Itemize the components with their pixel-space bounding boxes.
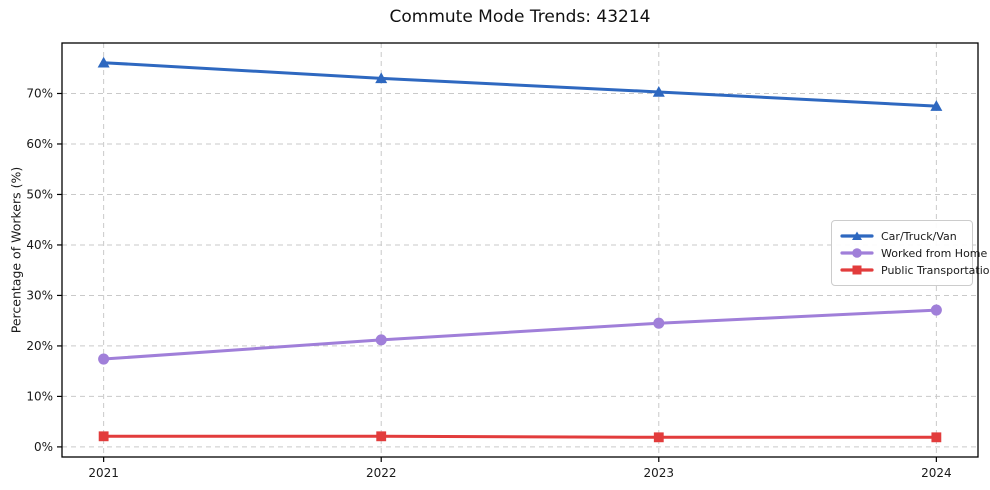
y-tick-label: 10% — [26, 389, 53, 403]
legend-marker-circle — [840, 248, 874, 258]
legend-item-public-transportation: Public Transportation — [840, 262, 990, 278]
x-tick-label: 2023 — [644, 466, 675, 480]
legend-label: Public Transportation — [881, 263, 990, 277]
data-point-marker — [375, 72, 388, 84]
series-line-public-transportation — [102, 434, 938, 439]
data-point-marker — [931, 432, 942, 443]
y-tick-label: 40% — [26, 238, 53, 252]
series-line-worked-from-home — [102, 308, 938, 361]
data-point-marker — [97, 56, 110, 68]
y-tick-label: 20% — [26, 339, 53, 353]
legend-label: Worked from Home — [881, 246, 988, 260]
x-tick-label: 2022 — [366, 466, 397, 480]
y-tick-label: 60% — [26, 137, 53, 151]
data-point-marker — [98, 431, 109, 442]
x-tick-label: 2021 — [88, 466, 119, 480]
data-point-marker — [930, 304, 942, 316]
plot-border — [61, 42, 979, 458]
legend-label: Car/Truck/Van — [881, 229, 957, 243]
legend-marker-square — [840, 265, 874, 275]
legend-marker-triangle — [840, 231, 874, 240]
data-point-marker — [653, 432, 664, 443]
y-tick-label: 0% — [34, 440, 53, 454]
y-tick-label: 70% — [26, 86, 53, 100]
legend: Car/Truck/Van Worked from Home Public Tran… — [831, 220, 990, 286]
data-point-marker — [930, 100, 943, 111]
x-tick-label: 2024 — [921, 466, 952, 480]
y-tick-label: 50% — [26, 187, 53, 201]
data-point-marker — [652, 85, 665, 97]
legend-item-worked-from-home: Worked from Home — [840, 245, 987, 261]
data-point-marker — [376, 431, 387, 442]
data-point-marker — [375, 334, 387, 346]
y-tick-label: 30% — [26, 288, 53, 302]
chart-title: Commute Mode Trends: 43214 — [389, 7, 651, 27]
data-point-marker — [653, 317, 665, 329]
data-point-marker — [98, 353, 110, 365]
legend-item-car-truck-van: Car/Truck/Van — [840, 228, 964, 244]
series-line-car-truck-van — [102, 61, 938, 108]
